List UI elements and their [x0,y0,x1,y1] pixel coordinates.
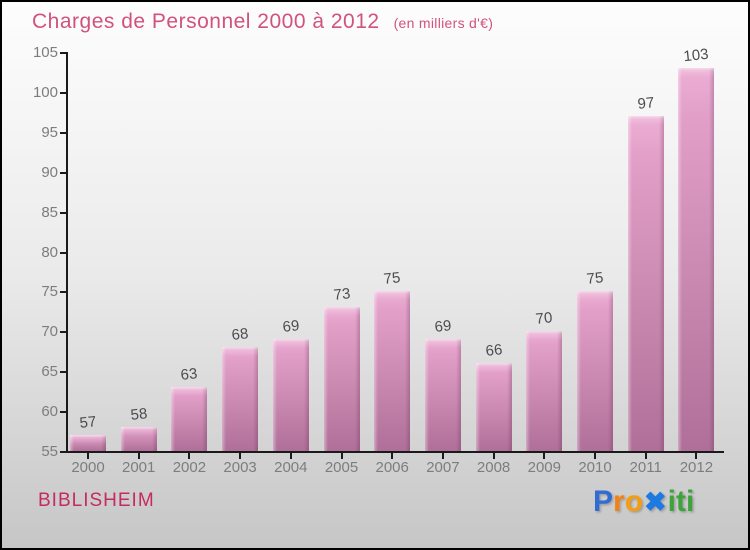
bar-value-2006: 75 [383,269,402,289]
x-tick-2008 [492,453,495,459]
bar-value-2004: 69 [281,317,300,337]
y-tick-75 [60,291,67,294]
y-tick-label-60: 60 [41,403,58,421]
x-tick-label-2011: 2011 [629,459,662,476]
bar-2009 [526,331,563,451]
logo-letter-0: P [593,485,614,518]
bar-2004 [272,339,309,451]
logo-letter-6: i [686,485,695,518]
y-tick-label-70: 70 [41,323,58,341]
bar-value-2007: 69 [433,317,453,337]
chart-title: Charges de Personnel 2000 à 2012 [32,10,380,33]
y-tick-label-55: 55 [41,443,58,460]
y-tick-105 [60,52,67,54]
y-tick-60 [60,411,67,414]
chart-unit-note: (en milliers d'€) [393,15,494,31]
x-tick-label-2008: 2008 [476,459,511,476]
y-tick-label-65: 65 [41,363,58,381]
bar-2012 [678,67,715,451]
y-tick-label-95: 95 [41,123,58,141]
bar-value-2009: 70 [535,309,554,329]
y-tick-65 [60,371,67,374]
y-tick-90 [60,171,67,174]
x-tick-label-2000: 2000 [71,459,105,476]
bar-2011 [627,115,664,451]
x-tick-label-2009: 2009 [527,459,561,476]
x-tick-label-2004: 2004 [274,459,308,476]
bar-2008 [475,363,512,451]
x-tick-2011 [644,453,647,459]
logo-letter-2: o [624,485,644,518]
x-tick-2009 [543,453,546,459]
y-tick-label-100: 100 [32,83,58,101]
y-tick-label-90: 90 [41,163,58,181]
bar-2002 [171,387,208,451]
y-tick-label-75: 75 [41,283,58,301]
bar-2010 [577,291,613,451]
x-tick-label-2005: 2005 [324,459,359,476]
y-tick-label-105: 105 [32,44,58,61]
y-tick-70 [60,331,67,334]
x-tick-label-2006: 2006 [375,459,409,476]
bar-2005 [323,307,360,451]
bar-value-2002: 63 [180,365,199,384]
x-tick-label-2012: 2012 [679,459,714,476]
y-axis-line [66,52,68,453]
bar-2000 [70,435,106,451]
x-tick-label-2003: 2003 [223,459,257,476]
bar-value-2012: 103 [683,45,710,66]
bar-2003 [222,347,259,451]
x-tick-label-2001: 2001 [122,459,156,476]
y-tick-label-85: 85 [41,203,58,221]
logo-letter-1: r [613,485,625,518]
y-tick-85 [60,211,67,214]
y-tick-label-80: 80 [41,243,58,261]
x-tick-label-2002: 2002 [172,459,207,476]
x-tick-2006 [391,453,394,459]
x-tick-2004 [289,453,292,459]
bar-2001 [120,427,157,451]
x-tick-2012 [695,453,698,459]
proxiti-logo: Pro✖iti [593,485,694,519]
x-tick-label-2010: 2010 [578,459,612,476]
x-tick-2002 [188,453,191,459]
bar-value-2001: 58 [129,405,148,424]
y-tick-95 [60,131,67,134]
municipality-label: BIBLISHEIM [38,490,155,511]
logo-x-icon: ✖ [644,487,667,517]
x-axis-line [66,451,724,453]
y-tick-55 [60,451,67,453]
y-tick-100 [60,91,67,94]
bar-value-2011: 97 [636,94,655,113]
bar-2006 [374,291,411,451]
logo-letter-5: t [676,485,686,518]
bar-2007 [424,339,461,451]
x-tick-2007 [441,453,444,459]
x-tick-2001 [137,453,140,459]
logo-letter-4: i [667,485,676,518]
bar-value-2010: 75 [585,269,605,289]
x-tick-2010 [594,453,596,459]
bar-value-2008: 66 [484,341,503,361]
y-tick-80 [60,251,67,254]
chart-header: Charges de Personnel 2000 à 2012 (en mil… [32,10,493,34]
x-tick-2003 [239,453,242,459]
x-tick-label-2007: 2007 [426,459,460,476]
x-tick-2000 [87,453,89,459]
x-tick-2005 [340,453,343,459]
